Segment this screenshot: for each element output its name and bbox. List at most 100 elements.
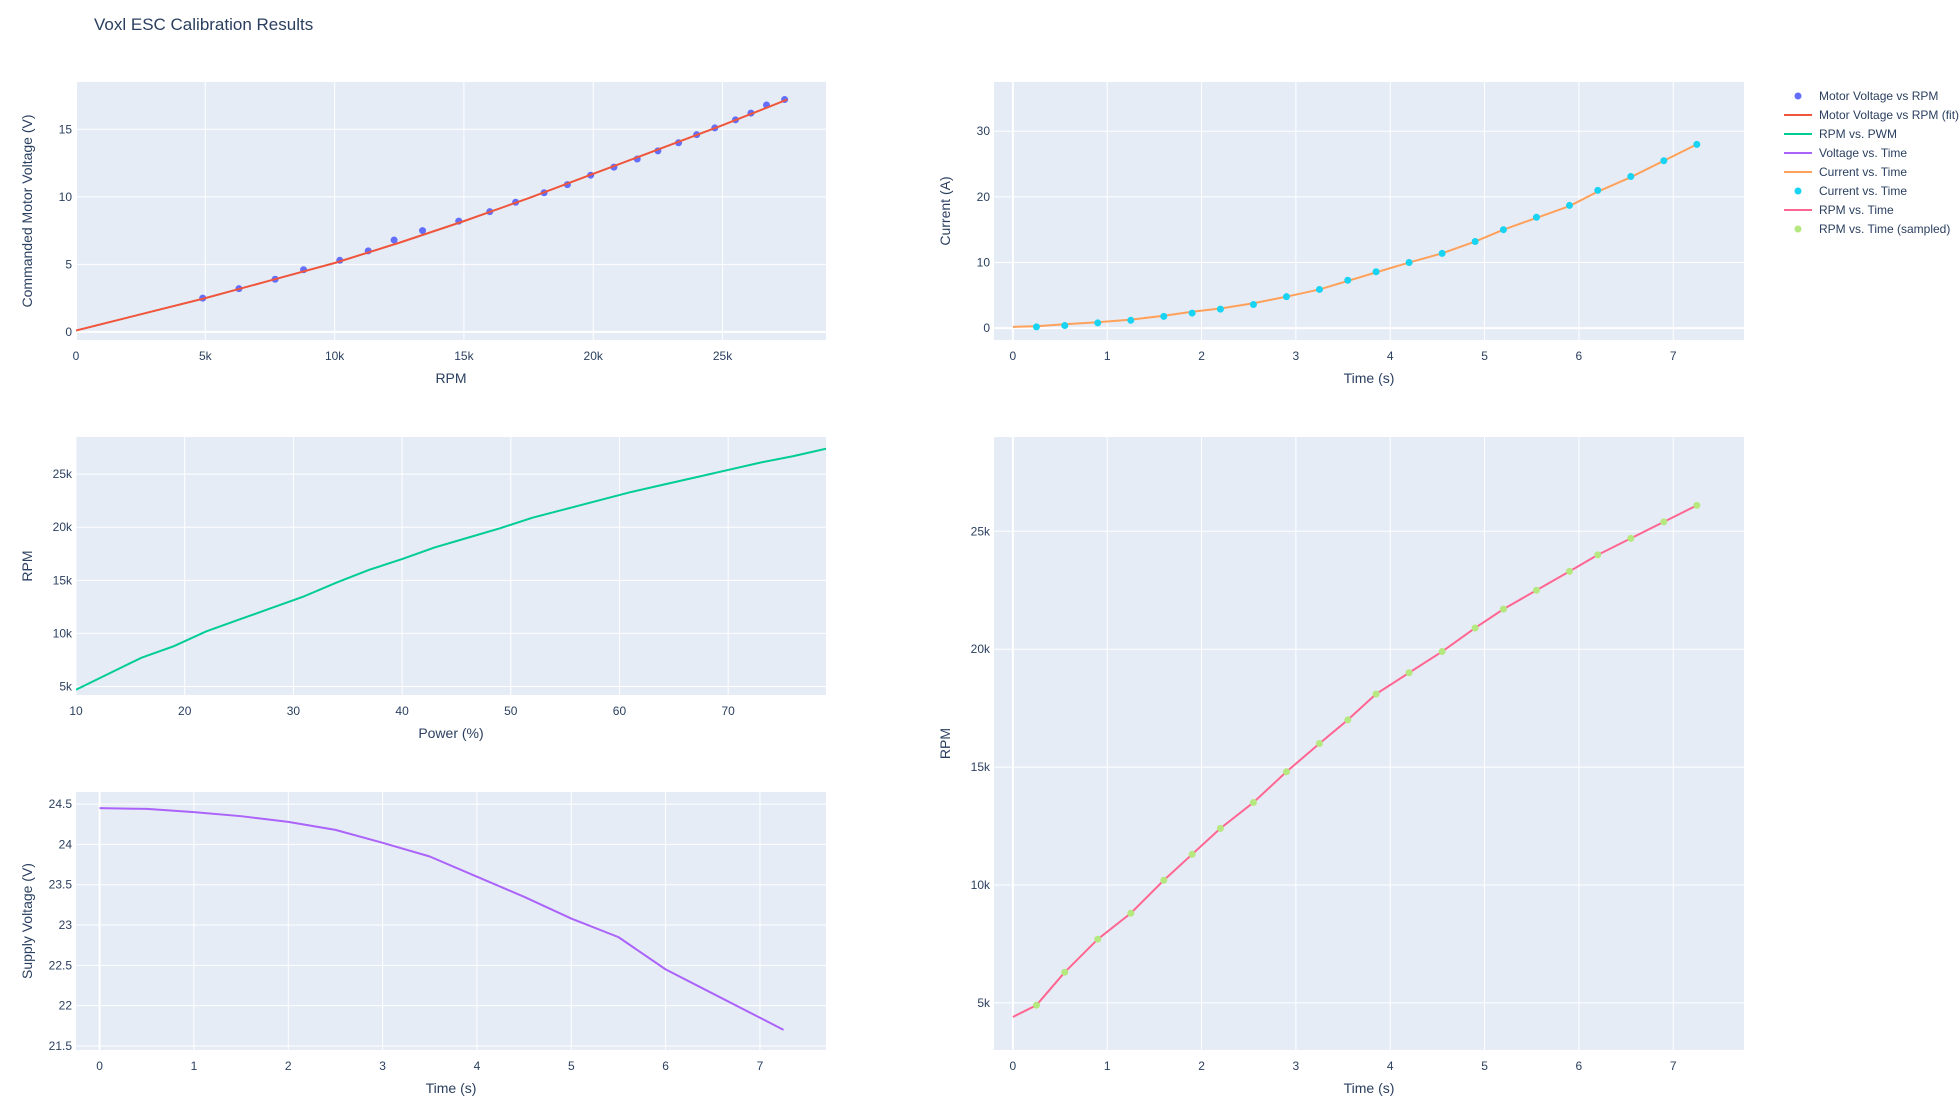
- legend-label: RPM vs. Time (sampled): [1819, 222, 1950, 236]
- x-axis-title: Power (%): [418, 725, 483, 741]
- x-tick-label: 6: [662, 1059, 669, 1073]
- x-tick-label: 0: [73, 349, 80, 363]
- x-tick-label: 7: [757, 1059, 764, 1073]
- y-tick-label: 10: [977, 256, 991, 270]
- panel-voltage-vs-rpm: 0 5k 10k 15k 20k 25k 0 5 10 15 RPM Commanded Motor …: [19, 82, 826, 386]
- y-tick-label: 0: [65, 325, 72, 339]
- x-tick-label: 3: [1293, 349, 1300, 363]
- data-point-current-vs-time: [1499, 226, 1507, 234]
- data-point-motor-voltage-vs-rpm: [390, 236, 398, 244]
- series-group: [76, 447, 826, 691]
- y-axis-title: Supply Voltage (V): [19, 863, 35, 979]
- data-point-current-vs-time: [1344, 276, 1352, 284]
- data-point-rpm-vs-time-sampled: [1160, 876, 1168, 884]
- x-tick-label: 0: [1010, 1059, 1017, 1073]
- legend-label: Motor Voltage vs RPM: [1819, 89, 1938, 103]
- x-axis-title: Time (s): [1344, 370, 1395, 386]
- series-line-rpm-vs-pwm: [76, 447, 826, 691]
- y-tick-label: 22.5: [49, 958, 73, 972]
- x-tick-label: 6: [1576, 1059, 1583, 1073]
- legend-marker-swatch: [1794, 92, 1802, 100]
- data-point-current-vs-time: [1282, 293, 1290, 301]
- data-point-current-vs-time: [1127, 316, 1135, 324]
- series-line-motor-voltage-vs-rpm-fit: [76, 98, 788, 332]
- plot-area: [76, 792, 826, 1050]
- legend-item-motor-voltage-vs-rpm-marker[interactable]: Motor Voltage vs RPM: [1794, 89, 1939, 103]
- y-tick-label: 10k: [971, 878, 991, 892]
- data-point-rpm-vs-time-sampled: [1565, 567, 1573, 575]
- plot-area: [76, 82, 826, 340]
- x-tick-label: 7: [1670, 349, 1677, 363]
- series-line-voltage-vs-time: [99, 807, 785, 1031]
- data-point-rpm-vs-time-sampled: [1249, 798, 1257, 806]
- y-tick-label: 15: [59, 122, 73, 136]
- x-tick-label: 40: [395, 704, 409, 718]
- x-tick-label: 20: [178, 704, 192, 718]
- y-tick-label: 15k: [971, 760, 991, 774]
- data-point-current-vs-time: [1061, 322, 1069, 330]
- data-point-rpm-vs-time-sampled: [1188, 850, 1196, 858]
- data-point-current-vs-time: [1438, 249, 1446, 257]
- y-tick-label: 23: [59, 918, 73, 932]
- y-tick-label: 25k: [53, 467, 73, 481]
- x-tick-label: 5: [568, 1059, 575, 1073]
- data-point-current-vs-time: [1315, 285, 1323, 293]
- x-tick-label: 1: [1104, 349, 1111, 363]
- x-tick-label: 4: [1387, 349, 1394, 363]
- data-point-rpm-vs-time-sampled: [1693, 501, 1701, 509]
- x-axis-title: Time (s): [1344, 1080, 1395, 1096]
- legend-item-current-vs-time-line[interactable]: Current vs. Time: [1784, 165, 1907, 179]
- data-point-current-vs-time: [1532, 213, 1540, 221]
- data-point-current-vs-time: [1188, 309, 1196, 317]
- legend-item-voltage-vs-time-line[interactable]: Voltage vs. Time: [1784, 146, 1907, 160]
- y-tick-label: 10k: [53, 626, 73, 640]
- data-point-rpm-vs-time-sampled: [1532, 586, 1540, 594]
- panel-current-vs-time: 0 1 2 3 4 5 6 7 0 10 20 30 Time (s) Current (A): [937, 82, 1744, 386]
- x-tick-label: 50: [504, 704, 518, 718]
- data-point-rpm-vs-time-sampled: [1061, 968, 1069, 976]
- x-tick-label: 5: [1481, 349, 1488, 363]
- plot-area: [994, 437, 1744, 1050]
- x-tick-label: 2: [1198, 1059, 1205, 1073]
- y-tick-label: 5k: [59, 680, 73, 694]
- x-tick-label: 6: [1576, 349, 1583, 363]
- data-point-rpm-vs-time-sampled: [1594, 551, 1602, 559]
- data-point-rpm-vs-time-sampled: [1315, 740, 1323, 747]
- y-tick-label: 15k: [53, 573, 73, 587]
- legend-label: RPM vs. PWM: [1819, 127, 1897, 141]
- data-point-rpm-vs-time-sampled: [1405, 669, 1413, 677]
- legend-label: Current vs. Time: [1819, 184, 1907, 198]
- data-point-current-vs-time: [1660, 157, 1668, 165]
- chart-main-title: Voxl ESC Calibration Results: [94, 15, 314, 34]
- legend-item-motor-voltage-vs-rpm-fit-line[interactable]: Motor Voltage vs RPM (fit): [1784, 108, 1959, 122]
- x-tick-label: 4: [1387, 1059, 1394, 1073]
- data-point-current-vs-time: [1565, 201, 1573, 209]
- legend-item-rpm-vs-pwm-line[interactable]: RPM vs. PWM: [1784, 127, 1897, 141]
- legend-item-current-vs-time-marker[interactable]: Current vs. Time: [1794, 184, 1908, 198]
- x-tick-label: 3: [379, 1059, 386, 1073]
- plot-area: [76, 437, 826, 695]
- data-point-current-vs-time: [1249, 301, 1257, 309]
- legend-item-rpm-vs-time-sampled-marker[interactable]: RPM vs. Time (sampled): [1794, 222, 1951, 236]
- data-point-rpm-vs-time-sampled: [1344, 716, 1352, 724]
- panel-rpm-vs-power: 10 20 30 40 50 60 70 5k 10k 15k 20k 25k Power (%) RPM: [19, 437, 826, 741]
- y-tick-label: 21.5: [49, 1039, 73, 1053]
- x-tick-label: 25k: [713, 349, 733, 363]
- y-tick-label: 20k: [53, 520, 73, 534]
- x-tick-label: 4: [474, 1059, 481, 1073]
- legend-label: Voltage vs. Time: [1819, 146, 1907, 160]
- y-tick-label: 20k: [971, 642, 991, 656]
- data-point-rpm-vs-time-sampled: [1282, 768, 1290, 776]
- x-tick-label: 0: [96, 1059, 103, 1073]
- y-axis-title: RPM: [19, 550, 35, 581]
- x-tick-label: 3: [1293, 1059, 1300, 1073]
- y-tick-label: 22: [59, 999, 73, 1013]
- y-axis-title: Commanded Motor Voltage (V): [19, 115, 35, 308]
- series-group: [99, 807, 785, 1031]
- legend-item-rpm-vs-time-line[interactable]: RPM vs. Time: [1784, 203, 1894, 217]
- x-tick-label: 2: [1198, 349, 1205, 363]
- data-point-rpm-vs-time-sampled: [1216, 824, 1224, 832]
- y-tick-label: 5k: [977, 996, 991, 1010]
